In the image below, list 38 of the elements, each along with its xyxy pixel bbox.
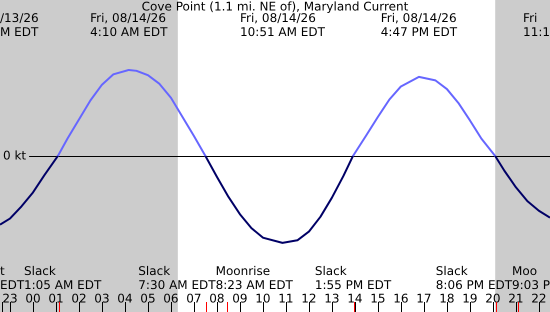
chart-title: Cove Point (1.1 mi. NE of), Maryland Current: [142, 0, 409, 14]
ref-line-label: Moo 9:03 P: [512, 264, 550, 292]
x-tick-label: 03: [94, 291, 110, 306]
x-tick-label: 00: [25, 291, 41, 306]
ref-line-label: 0 kt: [3, 148, 26, 163]
x-tick-label: 16: [393, 291, 409, 306]
text: Fri, 08/14/26 4:47 PM EDT: [380, 11, 458, 40]
ref-line-label: Slack 7:30 AM EDT: [138, 264, 216, 292]
x-tick-label: 21: [508, 291, 524, 306]
x-tick-label: 11: [278, 291, 294, 306]
x-tick-label: 20: [485, 291, 501, 306]
x-tick-label: 22: [531, 291, 547, 306]
x-tick-label: 02: [71, 291, 87, 306]
x-tick-label: 09: [232, 291, 248, 306]
text: Fri, 08/14/26 10:51 AM EDT: [240, 11, 326, 40]
x-tick-label: 15: [370, 291, 386, 306]
x-tick-label: 14: [347, 291, 363, 306]
x-tick-label: 08: [209, 291, 225, 306]
x-tick-label: 10: [255, 291, 271, 306]
x-tick-label: 01: [48, 291, 64, 306]
x-tick-label: 23: [2, 291, 18, 306]
x-tick-label: 13: [324, 291, 340, 306]
ref-line-label: t EDT: [0, 264, 25, 292]
text: /13/26 M EDT: [0, 11, 39, 40]
ref-line-label: Moonrise 8:23 AM EDT: [216, 264, 294, 292]
ref-line-label: Slack 1:05 AM EDT: [24, 264, 102, 292]
x-tick-label: 18: [439, 291, 455, 306]
text: Fri 11:1: [523, 11, 550, 40]
x-tick-label: 07: [186, 291, 202, 306]
text: Fri, 08/14/26 4:10 AM EDT: [90, 11, 168, 40]
x-tick-label: 12: [301, 291, 317, 306]
x-tick-label: 05: [140, 291, 156, 306]
x-tick-label: 19: [462, 291, 478, 306]
x-tick-label: 04: [117, 291, 133, 306]
x-tick-label: 17: [416, 291, 432, 306]
ref-line-label: Slack 1:55 PM EDT: [314, 264, 392, 292]
x-tick-label: 06: [163, 291, 179, 306]
ref-line-label: Slack 8:06 PM EDT: [436, 264, 513, 292]
